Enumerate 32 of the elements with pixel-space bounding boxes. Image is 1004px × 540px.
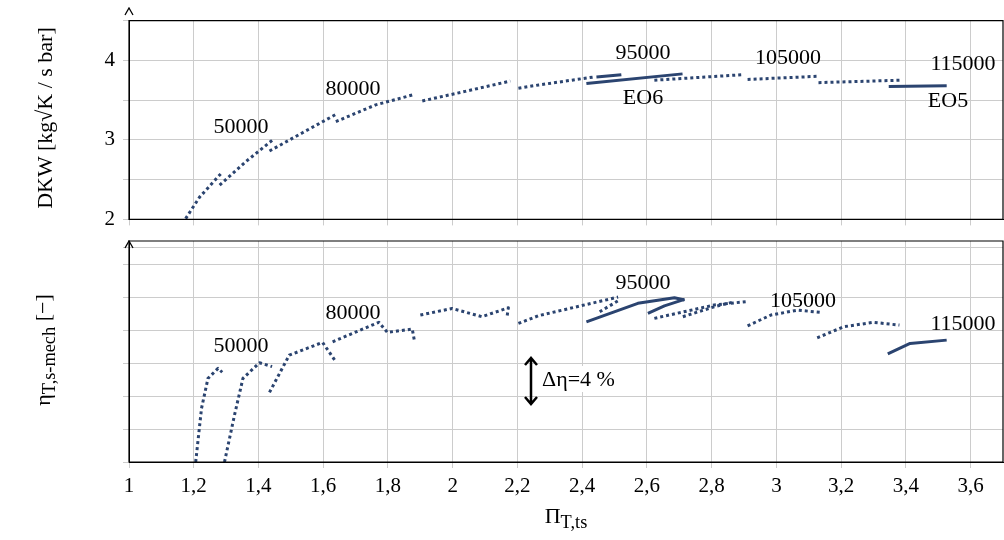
y-tick-label: 4 [104, 46, 116, 71]
annotation: EO6 [621, 84, 665, 110]
x-tick-label: 2,4 [569, 473, 596, 498]
y-axis-title: DKW [kg√K / s bar] [32, 27, 58, 209]
x-tick-label: 3,6 [957, 473, 984, 498]
annotation: 105000 [754, 44, 822, 70]
annotation: 80000 [324, 299, 382, 325]
x-tick-label: 2,2 [504, 473, 531, 498]
annotation: 105000 [769, 287, 837, 313]
x-tick-label: 3,4 [892, 473, 920, 498]
y-tick-label: 2 [104, 205, 115, 230]
annotation: 115000 [929, 310, 997, 336]
x-tick-label: 1,8 [374, 473, 402, 498]
annotation: 95000 [614, 39, 672, 65]
annotation: Δη=4 % [540, 366, 617, 392]
x-tick-label: 2 [447, 473, 458, 498]
x-tick-label: 2,8 [698, 473, 725, 498]
annotation: 50000 [212, 332, 270, 358]
x-axis-title: Π$_{T,ts}$ [544, 502, 588, 534]
annotation: EO5 [926, 87, 970, 113]
annotation: 50000 [212, 113, 270, 139]
x-tick-label: 1 [123, 473, 135, 498]
annotation: 115000 [929, 50, 997, 76]
annotation: 80000 [324, 75, 382, 101]
x-tick-label: 1,6 [310, 473, 337, 498]
x-tick-label: 3,2 [828, 473, 855, 498]
x-tick-label: 1,2 [180, 473, 207, 498]
x-tick-label: 2,6 [633, 473, 661, 498]
y-tick-label: 3 [104, 126, 115, 151]
x-tick-label: 3 [771, 473, 782, 498]
x-tick-label: 1,4 [245, 473, 273, 498]
text: 95000 [614, 269, 672, 295]
